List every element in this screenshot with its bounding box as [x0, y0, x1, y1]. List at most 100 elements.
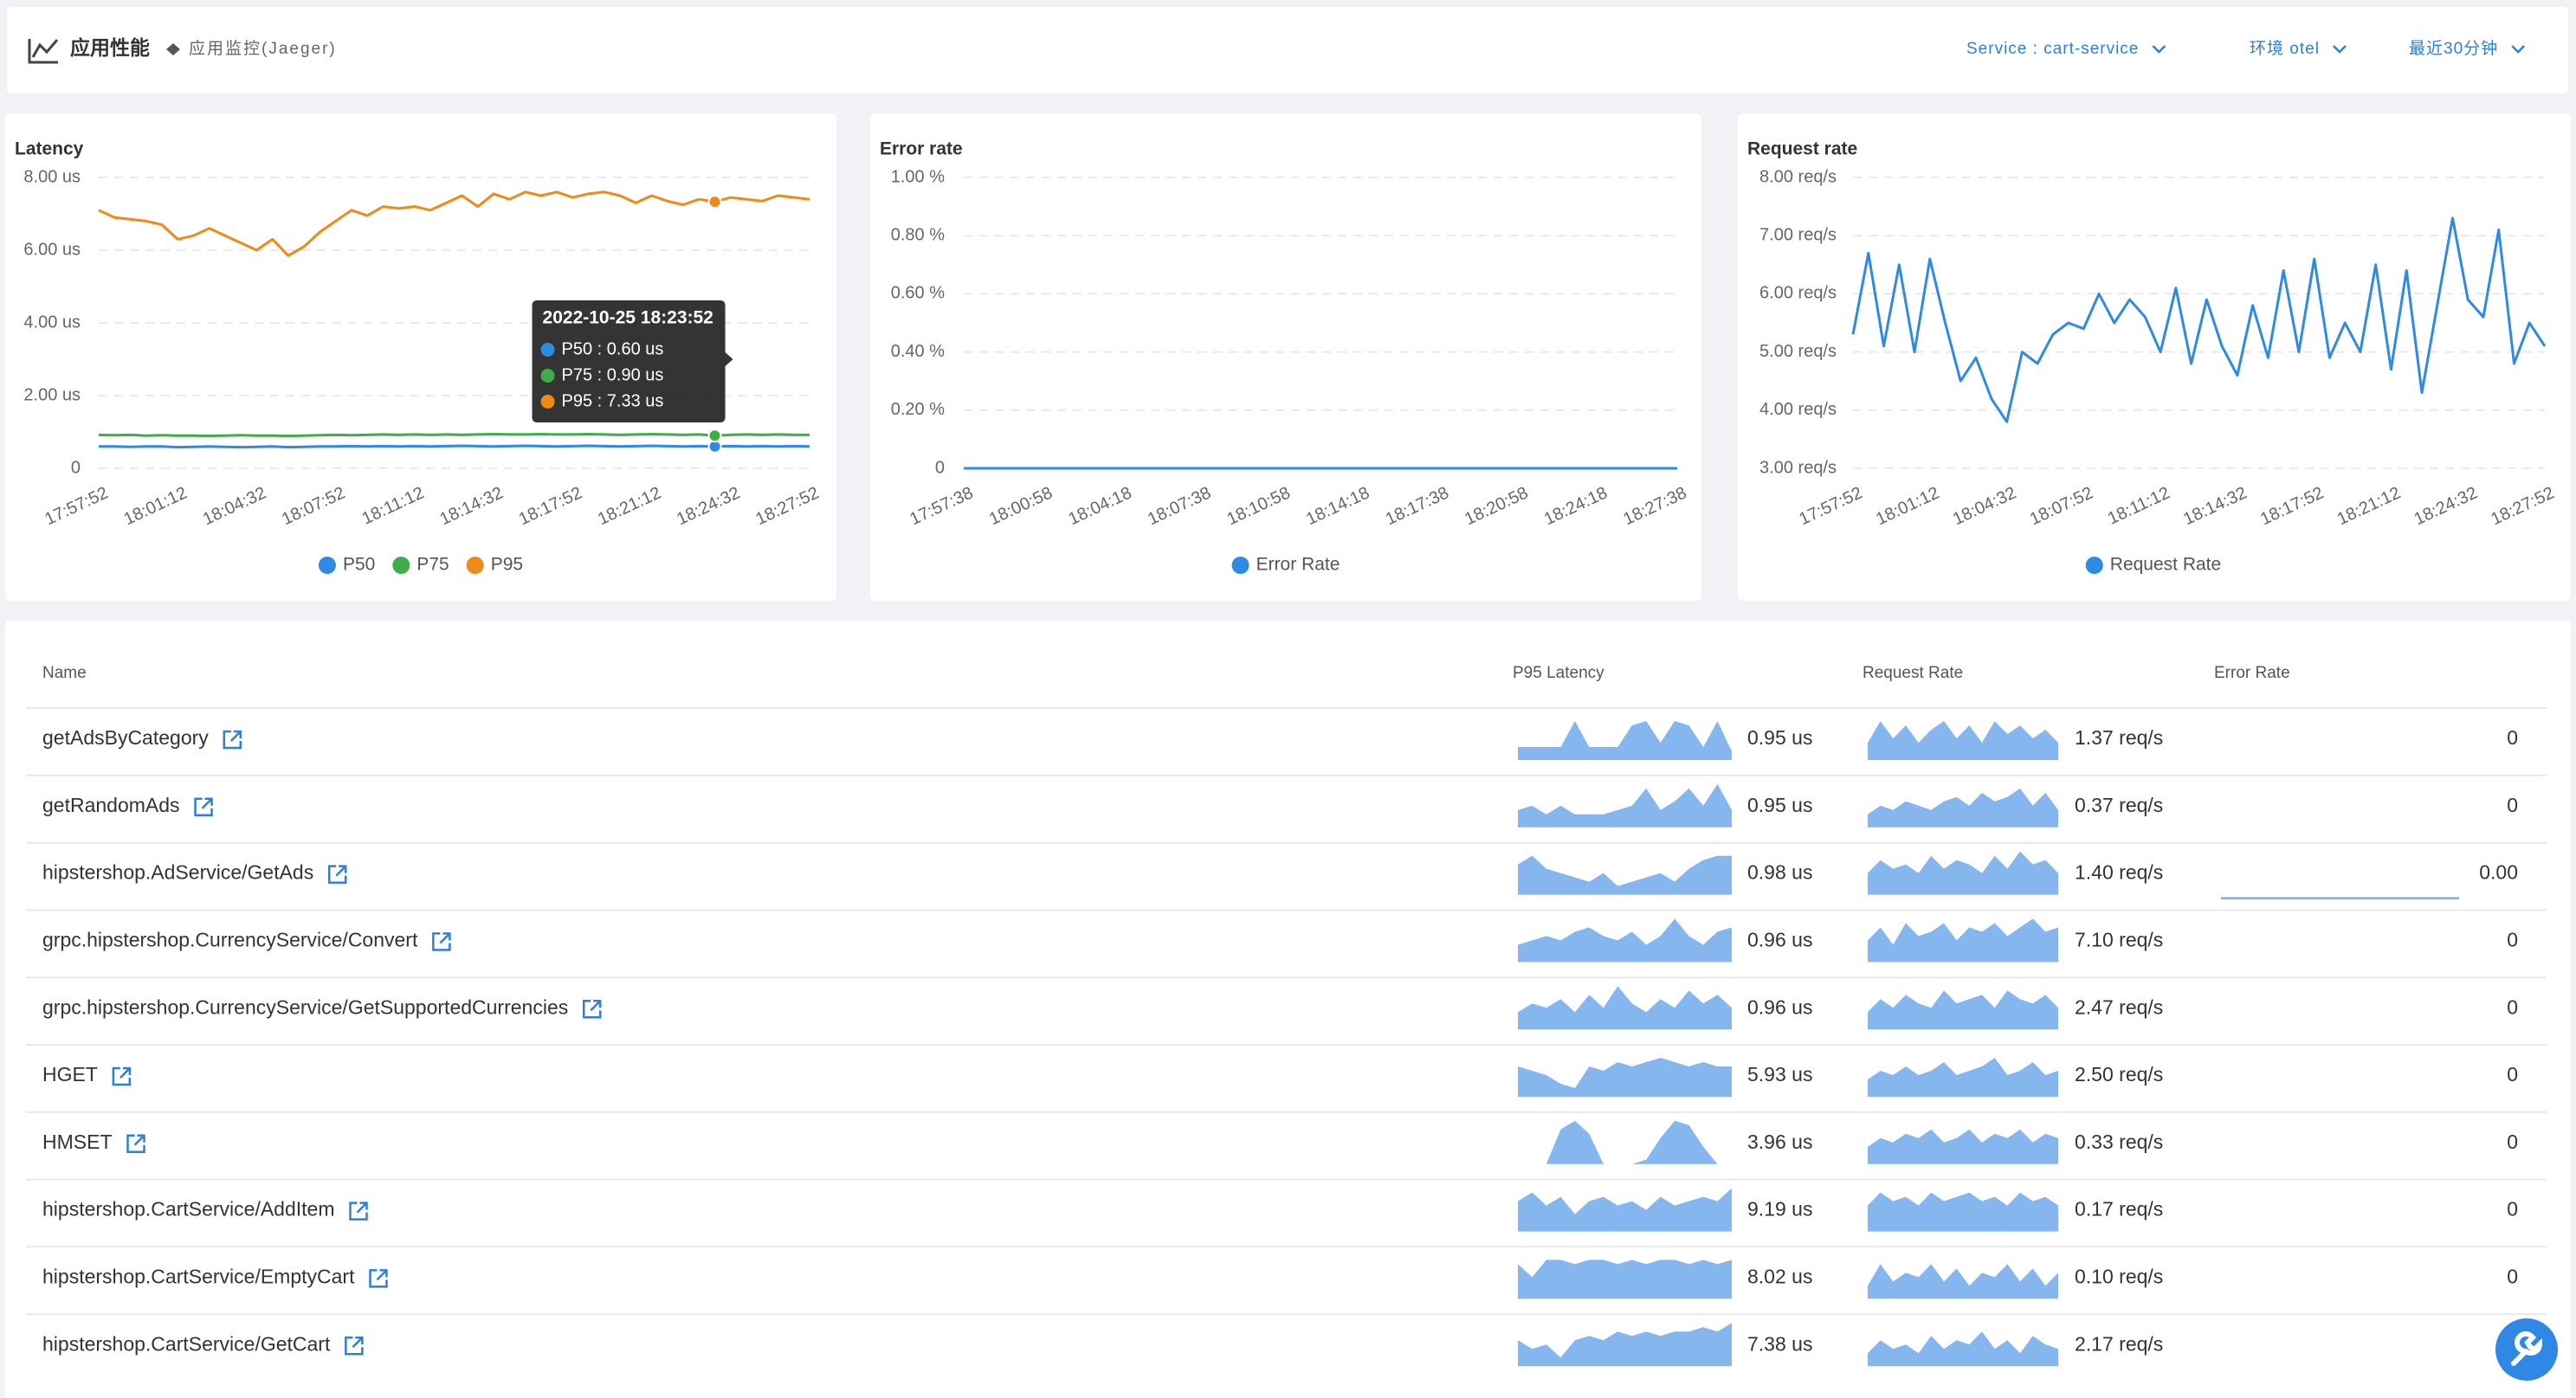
request-rate: 2.47 req/s	[2075, 995, 2163, 1018]
error-rate: 0	[2507, 726, 2518, 749]
p95-latency: 5.93 us	[1747, 1063, 1812, 1086]
span-name: grpc.hipstershop.CurrencyService/Convert	[42, 928, 418, 950]
filter-select[interactable]: Service : cart-service	[1966, 40, 2139, 58]
tooltip-dot	[540, 343, 555, 357]
link-icon[interactable]	[327, 865, 347, 884]
sparkline-area	[1518, 1323, 1732, 1367]
link-icon[interactable]	[126, 1134, 145, 1154]
span-name: getRandomAds	[42, 794, 180, 816]
legend-label[interactable]: Request Rate	[2110, 555, 2221, 575]
wrench-icon[interactable]	[2511, 1331, 2543, 1366]
legend-dot[interactable]	[392, 557, 410, 574]
chevron[interactable]	[2152, 45, 2166, 54]
y-tick-label: 0.20 %	[891, 400, 945, 419]
p95-latency: 0.95 us	[1747, 726, 1812, 749]
link-icon[interactable]	[369, 1269, 388, 1288]
request-rate: 1.40 req/s	[2075, 861, 2163, 884]
legend-dot[interactable]	[1231, 557, 1249, 574]
sparkline-area	[1868, 918, 2058, 963]
legend-dot[interactable]	[2085, 557, 2103, 574]
span-name: hipstershop.AdService/GetAds	[42, 861, 313, 884]
hover-point	[707, 428, 722, 443]
link-icon[interactable]	[194, 797, 213, 817]
sparkline-area	[1518, 855, 1732, 895]
request-rate: 2.17 req/s	[2075, 1332, 2163, 1355]
line-series	[98, 433, 810, 438]
sparkline-area	[1518, 1120, 1732, 1164]
error-rate: 0	[2507, 1063, 2518, 1086]
y-tick-label: 8.00 us	[23, 167, 81, 186]
sparkline-area	[1518, 1058, 1732, 1097]
line-series	[98, 190, 810, 257]
sparkline-area	[1518, 986, 1732, 1030]
p95-latency: 8.02 us	[1747, 1265, 1812, 1287]
column-header: P95 Latency	[1513, 664, 1604, 682]
y-tick-label: 0.40 %	[891, 342, 945, 361]
legend-dot[interactable]	[466, 557, 484, 574]
chevron[interactable]	[2333, 45, 2347, 54]
span-name: hipstershop.CartService/EmptyCart	[42, 1265, 355, 1287]
y-tick-label: 1.00 %	[891, 167, 945, 186]
sparkline-area	[1518, 721, 1732, 760]
y-tick-label: 0.60 %	[891, 284, 945, 303]
legend-label[interactable]: Error Rate	[1256, 555, 1340, 575]
column-header: Error Rate	[2214, 664, 2290, 682]
span-name: getAdsByCategory	[42, 726, 209, 749]
sparkline-area	[1518, 1259, 1732, 1299]
sparkline-area	[1868, 1192, 2058, 1232]
legend-label[interactable]: P50	[343, 555, 375, 575]
y-tick-label: 4.00 us	[23, 312, 81, 332]
span-name: grpc.hipstershop.CurrencyService/GetSupp…	[42, 995, 568, 1018]
error-rate: 0	[2507, 1131, 2518, 1153]
y-tick-label: 0	[935, 458, 945, 477]
sparkline-area	[1868, 721, 2058, 760]
icon-line	[31, 39, 59, 58]
filter-select[interactable]: 环境 otel	[2250, 39, 2320, 58]
p95-latency: 0.96 us	[1747, 928, 1812, 950]
span-name: HGET	[42, 1063, 98, 1086]
y-tick-label: 6.00 us	[23, 240, 81, 259]
sparkline-area	[1868, 1058, 2058, 1097]
link-icon[interactable]	[345, 1336, 364, 1356]
legend-label[interactable]: P95	[491, 555, 523, 575]
page-title: 应用性能	[70, 36, 150, 59]
filter-select[interactable]: 最近30分钟	[2409, 39, 2498, 58]
p95-latency: 0.95 us	[1747, 794, 1812, 816]
sparkline-area	[1868, 1264, 2058, 1299]
request-rate: 0.17 req/s	[2075, 1198, 2163, 1221]
tooltip-line: P95 : 7.33 us	[562, 391, 664, 410]
p95-latency: 0.98 us	[1747, 861, 1812, 884]
span-name: HMSET	[42, 1131, 113, 1153]
sparkline-area	[1518, 1188, 1732, 1232]
error-rate: 0	[2507, 928, 2518, 950]
wrench-button[interactable]	[2495, 1318, 2558, 1381]
sparkline-area	[1518, 783, 1732, 828]
y-tick-label: 0	[71, 458, 81, 477]
p95-latency: 9.19 us	[1747, 1198, 1812, 1221]
legend-dot[interactable]	[318, 557, 336, 574]
link-icon[interactable]	[349, 1202, 368, 1221]
line-series	[1851, 216, 2547, 423]
sparkline-area	[1868, 851, 2058, 895]
p95-latency: 7.38 us	[1747, 1332, 1812, 1355]
y-tick-label: 7.00 req/s	[1759, 225, 1837, 244]
link-icon[interactable]	[582, 999, 602, 1019]
link-icon[interactable]	[112, 1066, 132, 1086]
error-rate: 0	[2507, 1265, 2518, 1287]
chevron[interactable]	[2511, 45, 2526, 54]
chart-card	[1738, 113, 2571, 601]
link-icon[interactable]	[432, 932, 451, 951]
request-rate: 0.37 req/s	[2075, 794, 2163, 816]
link-icon[interactable]	[223, 730, 242, 750]
request-rate: 1.37 req/s	[2075, 726, 2163, 749]
tooltip-title: 2022-10-25 18:23:52	[543, 308, 713, 328]
legend-label[interactable]: P75	[416, 555, 449, 575]
line-series	[99, 444, 810, 449]
page-subtitle: 应用监控(Jaeger)	[189, 39, 337, 58]
y-tick-label: 3.00 req/s	[1759, 458, 1837, 477]
y-tick-label: 6.00 req/s	[1759, 284, 1837, 303]
request-rate: 0.33 req/s	[2075, 1131, 2163, 1153]
error-rate: 0	[2507, 1198, 2518, 1221]
hover-point	[707, 195, 722, 209]
